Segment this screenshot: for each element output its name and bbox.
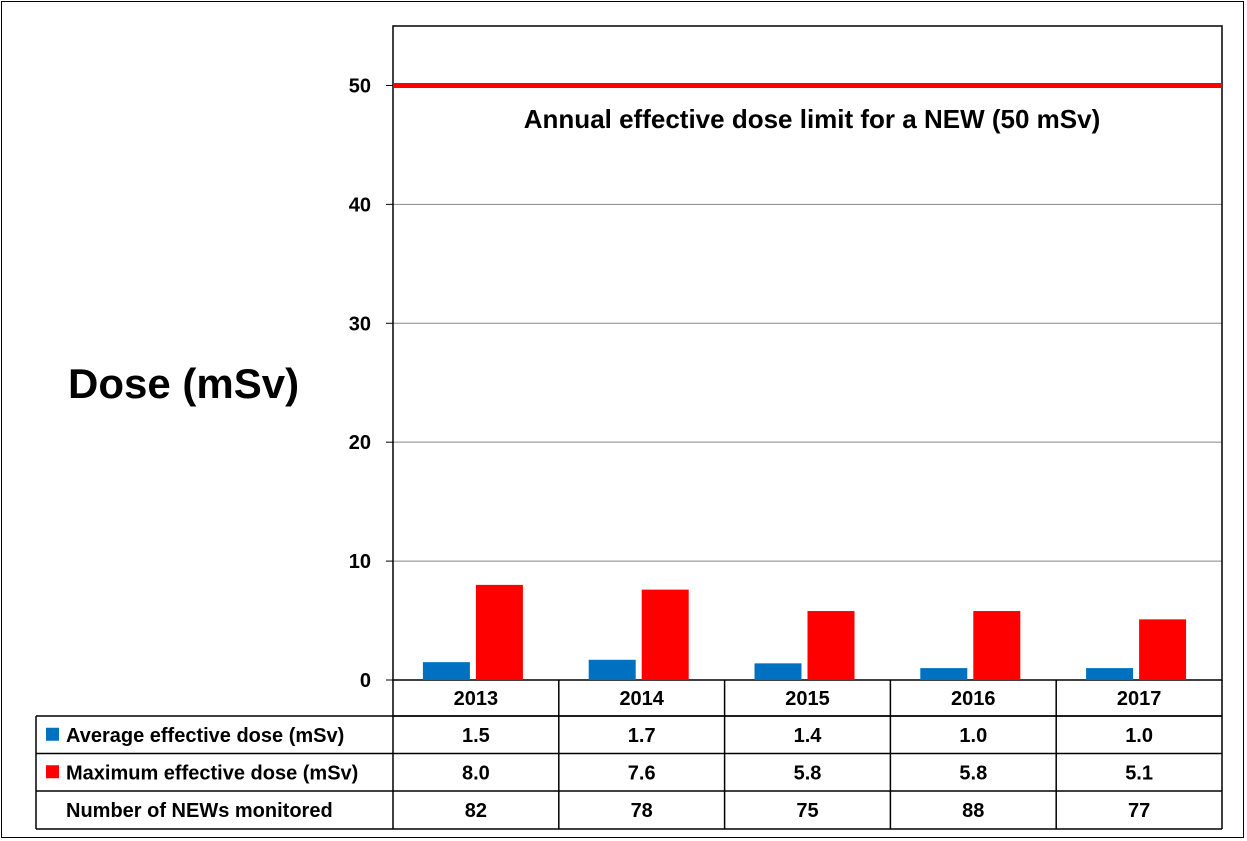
table-row-label: Number of NEWs monitored [66,800,333,822]
table-cell: 75 [796,800,818,822]
table-cell: 5.8 [959,762,987,784]
dose-limit-label: Annual effective dose limit for a NEW (5… [523,104,1101,134]
x-category-label: 2017 [1117,688,1162,710]
table-cell: 82 [465,800,487,822]
maximum-dose-bar [1139,619,1187,680]
table-cell: 5.1 [1125,762,1153,784]
table-cell: 78 [631,800,653,822]
table-cell: 7.6 [628,762,656,784]
table-cell: 5.8 [794,762,822,784]
y-tick-label: 30 [349,313,371,335]
x-category-label: 2015 [785,688,830,710]
y-tick-label: 10 [349,551,371,573]
y-tick-label: 20 [349,432,371,454]
average-dose-bar [1086,668,1134,680]
legend-key [46,765,59,779]
table-cell: 1.0 [959,725,987,747]
table-cell: 1.0 [1125,725,1153,747]
table-cell: 1.5 [462,725,490,747]
x-category-label: 2014 [619,688,664,710]
table-cell: 8.0 [462,762,490,784]
y-tick-label: 0 [360,670,371,692]
table-row-label: Maximum effective dose (mSv) [66,762,358,784]
x-category-label: 2016 [951,688,996,710]
maximum-dose-bar [641,589,689,680]
table-cell: 1.7 [628,725,656,747]
average-dose-bar [920,668,968,680]
average-dose-bar [754,663,802,680]
maximum-dose-bar [475,584,523,680]
maximum-dose-bar [807,611,855,680]
average-dose-bar [588,659,636,680]
y-tick-label: 50 [349,75,371,97]
table-cell: 77 [1128,800,1150,822]
y-tick-label: 40 [349,194,371,216]
average-dose-bar [422,662,470,680]
y-axis-label: Dose (mSv) [68,360,300,407]
table-cell: 88 [962,800,984,822]
legend-key [46,727,59,741]
table-cell: 1.4 [794,725,823,747]
table-row-label: Average effective dose (mSv) [66,725,344,747]
maximum-dose-bar [973,611,1021,680]
x-category-label: 2013 [454,688,499,710]
